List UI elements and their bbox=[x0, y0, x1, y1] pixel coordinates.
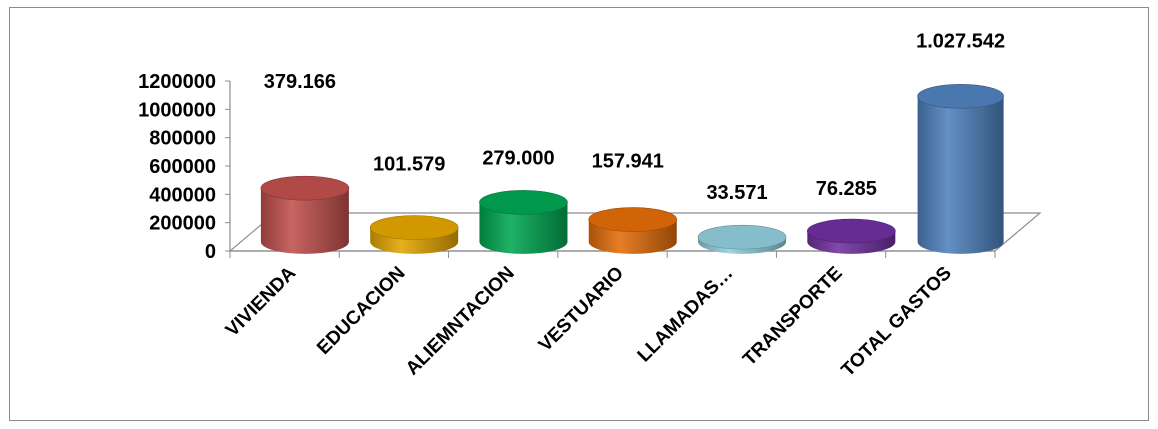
data-label: 157.941 bbox=[592, 151, 664, 173]
data-label: 33.571 bbox=[706, 182, 767, 204]
x-tick-label: LLAMADAS… bbox=[634, 263, 738, 367]
bar-top bbox=[807, 218, 896, 244]
bar-vestuario bbox=[588, 207, 678, 254]
x-tick-label: TRANSPORTE bbox=[739, 263, 846, 370]
bars bbox=[260, 84, 1004, 254]
bar-aliemntacion bbox=[479, 190, 568, 254]
x-tick-label: VIVIENDA bbox=[222, 262, 301, 341]
bar-top bbox=[260, 175, 350, 201]
y-tick-label: 800000 bbox=[149, 128, 216, 150]
data-labels: 379.166 101.579 279.000 157.941 33.571 76.285… bbox=[264, 30, 1005, 204]
bar-educacion bbox=[369, 215, 459, 254]
data-label: 101.579 bbox=[373, 154, 445, 176]
y-tick-label: 200000 bbox=[149, 213, 216, 235]
data-label: 279.000 bbox=[482, 147, 554, 169]
y-tick-label: 1000000 bbox=[138, 99, 216, 121]
data-label: 76.285 bbox=[816, 178, 877, 200]
bar-transporte bbox=[807, 218, 896, 254]
y-tick-label: 1200000 bbox=[138, 71, 216, 93]
y-tick-label: 600000 bbox=[149, 156, 216, 178]
x-tick-label: TOTAL GASTOS bbox=[838, 263, 956, 381]
bar-body bbox=[260, 188, 349, 254]
y-tick-label: 400000 bbox=[149, 184, 216, 206]
x-tick-label: EDUCACION bbox=[313, 263, 409, 359]
bar-totalgastos bbox=[917, 84, 1004, 254]
bar-llamadas bbox=[697, 224, 787, 254]
data-label: 379.166 bbox=[264, 71, 336, 93]
y-tick-label: 0 bbox=[205, 241, 216, 263]
bar-top bbox=[697, 224, 787, 250]
bar-body bbox=[917, 96, 1004, 254]
bar-top bbox=[588, 207, 678, 232]
bar-vivienda bbox=[260, 175, 350, 254]
bar-top bbox=[479, 190, 568, 215]
data-label: 1.027.542 bbox=[916, 30, 1005, 52]
x-tick-label: VESTUARIO bbox=[535, 263, 628, 356]
bar-body bbox=[479, 202, 568, 254]
bar-top bbox=[369, 215, 459, 240]
x-tick-label: ALIEMNTACION bbox=[402, 263, 519, 380]
bar-top bbox=[917, 84, 1004, 109]
